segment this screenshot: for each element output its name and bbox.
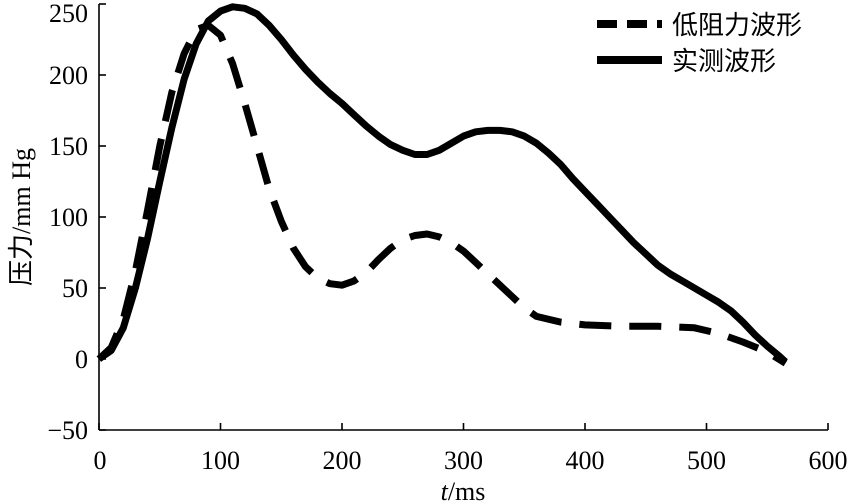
y-tick-label: 100 [49, 203, 88, 232]
legend: 低阻力波形 实测波形 [597, 11, 802, 77]
y-axis-label: 压力/mm Hg [7, 148, 36, 286]
y-tick-label: 50 [62, 274, 88, 303]
x-tick-label: 100 [201, 446, 240, 475]
x-axis-label-unit: /ms [448, 477, 486, 504]
x-tick-label: 0 [94, 446, 107, 475]
x-tick-label: 400 [566, 446, 605, 475]
y-tick-label: −50 [47, 416, 88, 445]
x-tick-label: 500 [687, 446, 726, 475]
plot-lines [96, 3, 788, 367]
legend-label-dashed: 低阻力波形 [672, 11, 802, 41]
series-line-low-resistance [96, 21, 788, 367]
y-tick-label: 200 [49, 61, 88, 90]
y-tick-label: 0 [75, 345, 88, 374]
x-tick-label: 200 [323, 446, 362, 475]
y-tick-label: 250 [49, 0, 88, 28]
ticks [98, 3, 829, 431]
x-tick-label: 600 [809, 446, 848, 475]
x-axis-label-italic: t [441, 477, 449, 504]
x-tick-label: 300 [444, 446, 483, 475]
legend-label-solid: 实测波形 [672, 47, 776, 77]
x-axis-label: t/ms [441, 477, 486, 504]
y-tick-label: 150 [49, 132, 88, 161]
series-line-measured [96, 3, 788, 365]
